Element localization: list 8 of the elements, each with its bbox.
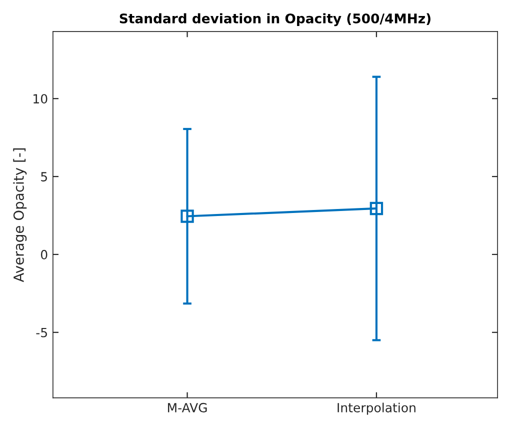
y-axis-title: Average Opacity [-] [13, 148, 27, 282]
y-tick-label: -5 [36, 328, 47, 338]
x-tick-label: Interpolation [338, 402, 416, 415]
y-tick-label: 5 [41, 172, 47, 182]
y-tick-label: 0 [40, 250, 48, 260]
x-tick-label: M-AVG [168, 402, 207, 412]
chart-title: Standard deviation in Opacity (500/4MHz) [120, 13, 430, 26]
y-tick-label: 10 [34, 94, 48, 104]
